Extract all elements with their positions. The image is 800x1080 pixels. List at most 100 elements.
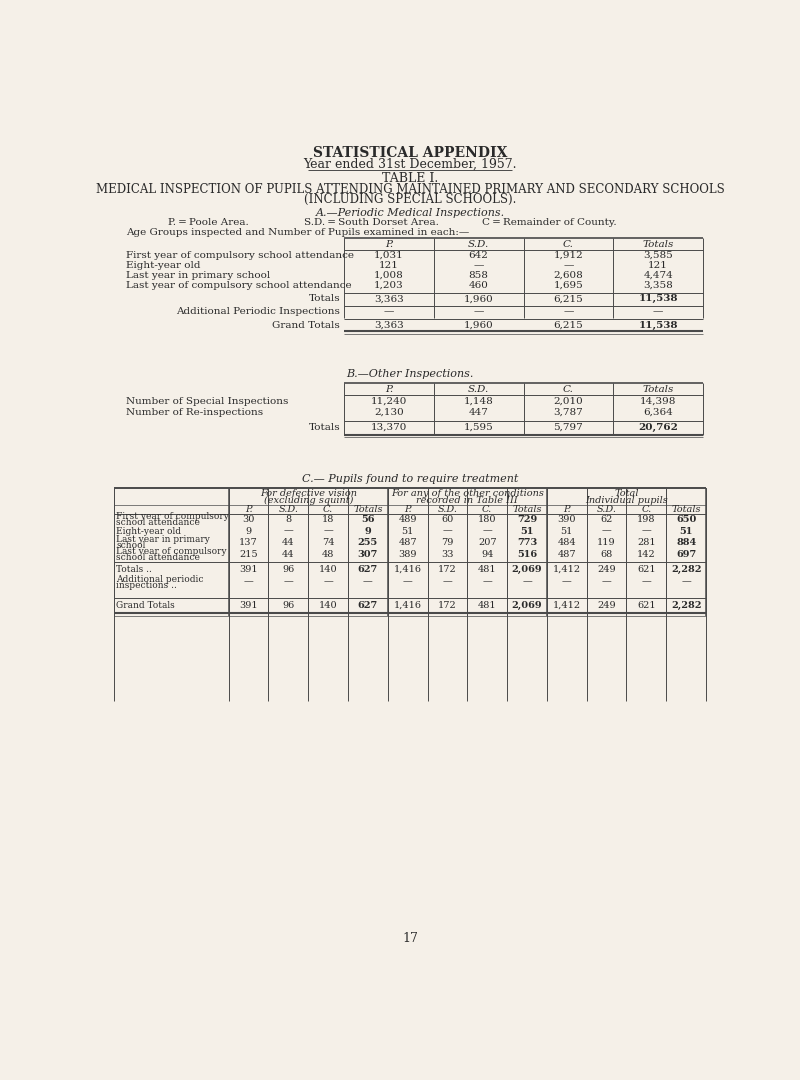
Text: 180: 180	[478, 515, 497, 524]
Text: —: —	[642, 578, 651, 586]
Text: Last year of compulsory school attendance: Last year of compulsory school attendanc…	[126, 281, 351, 291]
Text: 51: 51	[679, 527, 693, 536]
Text: Additional Periodic Inspections: Additional Periodic Inspections	[176, 308, 340, 316]
Text: —: —	[562, 578, 572, 586]
Text: 74: 74	[322, 538, 334, 548]
Text: 729: 729	[517, 515, 537, 524]
Text: —: —	[283, 578, 294, 586]
Text: First year of compulsory school attendance: First year of compulsory school attendan…	[126, 251, 354, 260]
Text: 142: 142	[637, 550, 656, 558]
Text: 68: 68	[601, 550, 613, 558]
Text: S.D.: S.D.	[597, 504, 617, 514]
Text: 650: 650	[676, 515, 696, 524]
Text: For defective vision: For defective vision	[260, 489, 357, 498]
Text: inspections ..: inspections ..	[116, 581, 177, 590]
Text: 140: 140	[318, 565, 338, 573]
Text: 3,585: 3,585	[643, 251, 673, 260]
Text: MEDICAL INSPECTION OF PUPILS ATTENDING MAINTAINED PRIMARY AND SECONDARY SCHOOLS: MEDICAL INSPECTION OF PUPILS ATTENDING M…	[96, 184, 724, 197]
Text: —: —	[563, 261, 574, 270]
Text: —: —	[602, 527, 611, 536]
Text: —: —	[682, 578, 691, 586]
Text: P.: P.	[404, 504, 411, 514]
Text: —: —	[403, 578, 413, 586]
Text: 121: 121	[379, 261, 399, 270]
Text: S.D.: S.D.	[278, 504, 298, 514]
Text: Totals ..: Totals ..	[116, 565, 152, 573]
Text: Totals: Totals	[309, 423, 340, 432]
Text: 249: 249	[598, 600, 616, 610]
Text: 172: 172	[438, 600, 457, 610]
Text: 516: 516	[517, 550, 537, 558]
Text: —: —	[482, 527, 492, 536]
Text: 14,398: 14,398	[640, 396, 676, 405]
Text: C.: C.	[563, 240, 574, 248]
Text: 9: 9	[365, 527, 371, 536]
Text: 642: 642	[469, 251, 489, 260]
Text: 9: 9	[246, 527, 252, 536]
Text: 5,797: 5,797	[554, 423, 583, 432]
Text: 60: 60	[442, 515, 454, 524]
Text: 2,130: 2,130	[374, 408, 404, 417]
Text: Totals: Totals	[671, 504, 701, 514]
Text: 389: 389	[398, 550, 417, 558]
Text: 207: 207	[478, 538, 497, 548]
Text: P.: P.	[385, 384, 393, 393]
Text: —: —	[323, 578, 333, 586]
Text: Number of Special Inspections: Number of Special Inspections	[126, 396, 288, 405]
Text: 1,412: 1,412	[553, 600, 581, 610]
Text: S.D.: S.D.	[468, 240, 490, 248]
Text: 390: 390	[558, 515, 576, 524]
Text: P.: P.	[245, 504, 252, 514]
Text: school attendance: school attendance	[116, 553, 200, 562]
Text: recorded in Table III: recorded in Table III	[417, 496, 518, 505]
Text: 484: 484	[558, 538, 576, 548]
Text: —: —	[474, 261, 484, 270]
Text: (INCLUDING SPECIAL SCHOOLS).: (INCLUDING SPECIAL SCHOOLS).	[304, 193, 516, 206]
Text: P. = Poole Area.: P. = Poole Area.	[168, 218, 249, 227]
Text: Totals: Totals	[642, 384, 674, 393]
Text: 51: 51	[402, 527, 414, 536]
Text: 1,695: 1,695	[554, 281, 583, 291]
Text: Grand Totals: Grand Totals	[116, 600, 175, 610]
Text: 460: 460	[469, 281, 489, 291]
Text: 249: 249	[598, 565, 616, 573]
Text: school attendance: school attendance	[116, 518, 200, 527]
Text: —: —	[522, 578, 532, 586]
Text: 96: 96	[282, 600, 294, 610]
Text: 2,282: 2,282	[671, 600, 702, 610]
Text: B.—Other Inspections.: B.—Other Inspections.	[346, 368, 474, 379]
Text: 215: 215	[239, 550, 258, 558]
Text: —: —	[442, 578, 452, 586]
Text: 481: 481	[478, 600, 497, 610]
Text: 2,608: 2,608	[554, 271, 583, 280]
Text: 62: 62	[601, 515, 613, 524]
Text: 140: 140	[318, 600, 338, 610]
Text: P.: P.	[563, 504, 570, 514]
Text: —: —	[363, 578, 373, 586]
Text: 307: 307	[358, 550, 378, 558]
Text: C.: C.	[482, 504, 492, 514]
Text: —: —	[602, 578, 611, 586]
Text: 44: 44	[282, 550, 294, 558]
Text: 18: 18	[322, 515, 334, 524]
Text: 3,787: 3,787	[554, 408, 583, 417]
Text: 96: 96	[282, 565, 294, 573]
Text: 621: 621	[637, 600, 656, 610]
Text: 51: 51	[520, 527, 534, 536]
Text: For any of the other conditions: For any of the other conditions	[391, 489, 544, 498]
Text: Number of Re-inspections: Number of Re-inspections	[126, 408, 262, 417]
Text: 44: 44	[282, 538, 294, 548]
Text: 2,010: 2,010	[554, 396, 583, 405]
Text: —: —	[482, 578, 492, 586]
Text: 56: 56	[361, 515, 374, 524]
Text: 255: 255	[358, 538, 378, 548]
Text: 2,069: 2,069	[512, 565, 542, 573]
Text: Totals: Totals	[642, 240, 674, 248]
Text: —: —	[384, 308, 394, 316]
Text: —: —	[653, 308, 663, 316]
Text: 6,215: 6,215	[554, 295, 583, 303]
Text: Total: Total	[614, 489, 638, 498]
Text: 1,412: 1,412	[553, 565, 581, 573]
Text: S.D. = South Dorset Area.: S.D. = South Dorset Area.	[304, 218, 438, 227]
Text: 627: 627	[358, 600, 378, 610]
